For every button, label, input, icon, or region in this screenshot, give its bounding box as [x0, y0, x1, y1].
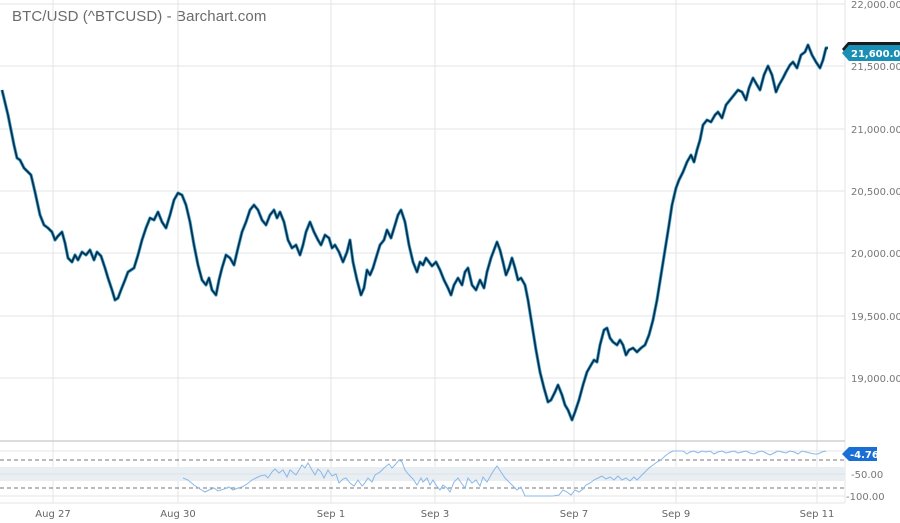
svg-text:20,500.00: 20,500.00 — [851, 187, 900, 198]
svg-text:-50.00: -50.00 — [851, 470, 883, 481]
svg-text:21,000.00: 21,000.00 — [851, 125, 900, 136]
svg-text:21,600.00: 21,600.00 — [851, 49, 900, 60]
svg-text:20,000.00: 20,000.00 — [851, 249, 900, 260]
svg-text:Sep 3: Sep 3 — [421, 509, 449, 520]
svg-text:19,000.00: 19,000.00 — [851, 374, 900, 385]
price-gridlines — [0, 3, 845, 379]
chart-title: BTC/USD (^BTCUSD) - Barchart.com — [12, 8, 267, 25]
svg-text:Aug 30: Aug 30 — [160, 509, 195, 520]
svg-text:Sep 9: Sep 9 — [662, 509, 690, 520]
indicator-line — [182, 450, 827, 497]
svg-text:-4.76: -4.76 — [850, 450, 879, 461]
date-gridlines — [52, 0, 846, 503]
price-axis: 22,000.00 21,500.00 21,000.00 20,500.00 … — [851, 0, 900, 385]
last-price-tag: 21,600.00 — [842, 42, 900, 61]
svg-text:Sep 7: Sep 7 — [560, 509, 588, 520]
indicator-axis: -50.00 -100.00 — [846, 470, 885, 503]
price-line — [1, 44, 828, 421]
svg-text:Sep 11: Sep 11 — [800, 509, 835, 520]
svg-text:-100.00: -100.00 — [846, 492, 885, 503]
date-axis: Aug 27 Aug 30 Sep 1 Sep 3 Sep 7 Sep 9 Se… — [35, 509, 834, 520]
svg-text:21,500.00: 21,500.00 — [851, 62, 900, 73]
svg-text:Aug 27: Aug 27 — [35, 509, 70, 520]
svg-text:19,500.00: 19,500.00 — [851, 312, 900, 323]
price-wick-line — [0, 43, 828, 422]
indicator-value-tag: -4.76 — [842, 447, 879, 461]
svg-text:22,000.00: 22,000.00 — [851, 0, 900, 11]
svg-text:Sep 1: Sep 1 — [317, 509, 345, 520]
